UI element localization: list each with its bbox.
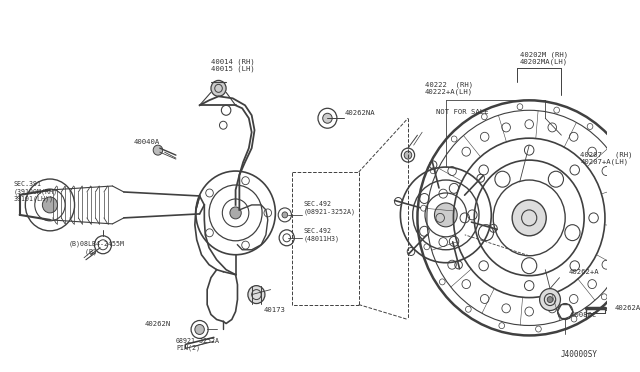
Circle shape [547,296,553,302]
Circle shape [404,151,412,159]
Circle shape [211,80,226,96]
Circle shape [540,289,561,311]
Text: 40207   (RH)
40207+A(LH): 40207 (RH) 40207+A(LH) [580,151,633,165]
Circle shape [230,207,241,219]
Text: 40262A: 40262A [614,305,640,311]
Text: NOT FOR SALE: NOT FOR SALE [436,109,489,115]
Text: 40262N: 40262N [145,321,171,327]
Circle shape [323,113,332,123]
Text: (B)08LB4-2455M
    (B): (B)08LB4-2455M (B) [69,241,125,255]
Text: 40080C: 40080C [571,311,597,318]
Text: SEC.492
(48011H3): SEC.492 (48011H3) [304,228,340,241]
Text: 40014 (RH)
40015 (LH): 40014 (RH) 40015 (LH) [211,58,255,73]
Text: J40000SY: J40000SY [561,350,597,359]
Text: SEC.492
(08921-3252A): SEC.492 (08921-3252A) [304,201,356,215]
Text: 40262+A: 40262+A [569,269,600,275]
Text: 40202M (RH)
40202MA(LH): 40202M (RH) 40202MA(LH) [520,51,568,65]
Circle shape [248,286,265,304]
Circle shape [282,212,287,218]
Text: 40262NA: 40262NA [344,110,375,116]
Circle shape [153,145,163,155]
Text: 40173: 40173 [264,307,286,312]
Text: 40040A: 40040A [133,139,159,145]
Text: 08921-3252A
PIN(2): 08921-3252A PIN(2) [176,338,220,351]
Circle shape [195,324,204,334]
Text: SEC.391
(39100M(RH)
39101(LH)): SEC.391 (39100M(RH) 39101(LH)) [14,182,58,202]
Text: 40222  (RH)
40222+A(LH): 40222 (RH) 40222+A(LH) [425,81,473,95]
Circle shape [435,203,457,227]
Circle shape [512,200,546,236]
Circle shape [42,197,58,213]
